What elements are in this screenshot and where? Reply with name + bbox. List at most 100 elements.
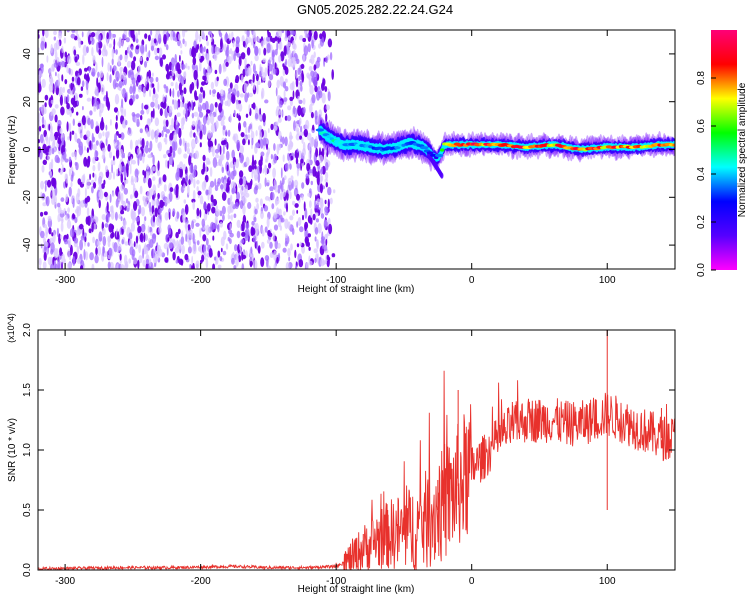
noise-speckle — [201, 218, 206, 228]
noise-speckle — [255, 130, 258, 137]
noise-speckle — [148, 50, 151, 58]
noise-speckle — [167, 160, 170, 169]
noise-speckle — [195, 222, 200, 227]
noise-speckle — [329, 197, 333, 205]
noise-speckle — [207, 193, 210, 201]
noise-speckle — [273, 143, 276, 151]
noise-speckle — [238, 178, 244, 186]
noise-speckle — [242, 40, 246, 48]
noise-speckle — [146, 191, 150, 201]
noise-speckle — [95, 247, 98, 256]
noise-speckle — [264, 196, 270, 201]
noise-speckle — [139, 137, 143, 148]
noise-speckle — [179, 54, 181, 62]
noise-speckle — [39, 134, 44, 144]
noise-speckle — [179, 161, 184, 170]
noise-speckle — [178, 33, 181, 41]
noise-speckle — [239, 200, 244, 210]
x-tick-label: -200 — [191, 275, 211, 286]
noise-speckle — [299, 35, 304, 41]
noise-speckle — [61, 137, 65, 146]
noise-speckle — [304, 132, 308, 138]
noise-speckle — [182, 163, 186, 171]
noise-speckle — [206, 65, 212, 76]
noise-speckle — [298, 99, 303, 104]
noise-speckle — [95, 121, 99, 127]
noise-speckle — [297, 217, 302, 226]
signal-peak — [419, 146, 429, 150]
noise-speckle — [212, 235, 215, 241]
noise-speckle — [235, 158, 240, 169]
noise-speckle — [292, 105, 296, 115]
noise-speckle — [44, 102, 47, 108]
noise-speckle — [254, 45, 259, 57]
noise-speckle — [236, 90, 240, 98]
noise-speckle — [138, 84, 143, 90]
noise-speckle — [275, 109, 278, 117]
noise-speckle — [233, 265, 237, 269]
noise-speckle — [185, 219, 189, 225]
noise-speckle — [325, 238, 328, 246]
noise-speckle — [173, 99, 177, 110]
noise-speckle — [301, 194, 304, 201]
noise-speckle — [94, 216, 99, 223]
noise-speckle — [77, 72, 80, 78]
noise-speckle — [315, 147, 319, 158]
noise-speckle — [52, 179, 56, 185]
noise-speckle — [230, 194, 233, 202]
noise-speckle — [308, 150, 311, 161]
noise-speckle — [156, 199, 159, 209]
noise-speckle — [284, 162, 289, 172]
noise-speckle — [191, 255, 194, 266]
noise-speckle — [196, 240, 200, 246]
noise-speckle — [80, 86, 84, 91]
noise-speckle — [315, 160, 320, 167]
noise-speckle — [75, 30, 78, 35]
noise-speckle — [277, 117, 282, 123]
noise-speckle — [140, 223, 146, 233]
noise-speckle — [118, 243, 122, 251]
noise-speckle — [315, 218, 319, 223]
noise-speckle — [193, 111, 199, 117]
noise-speckle — [268, 63, 273, 72]
noise-speckle — [301, 72, 305, 83]
noise-speckle — [90, 36, 93, 42]
noise-speckle — [103, 30, 106, 36]
noise-speckle — [187, 224, 191, 229]
noise-speckle — [51, 147, 55, 155]
signal-peak — [435, 153, 444, 158]
noise-speckle — [99, 102, 104, 114]
noise-speckle — [202, 234, 207, 242]
noise-speckle — [84, 197, 88, 204]
noise-speckle — [107, 213, 111, 218]
noise-speckle — [123, 187, 128, 195]
noise-speckle — [302, 214, 304, 221]
noise-speckle — [292, 40, 296, 50]
noise-speckle — [312, 124, 315, 131]
noise-speckle — [280, 167, 283, 179]
noise-speckle — [185, 173, 189, 183]
noise-speckle — [39, 63, 44, 68]
noise-speckle — [108, 151, 113, 159]
noise-speckle — [182, 212, 186, 223]
noise-speckle — [147, 34, 151, 42]
noise-speckle — [62, 86, 65, 94]
noise-speckle — [70, 181, 73, 188]
noise-speckle — [111, 48, 115, 60]
noise-speckle — [306, 72, 310, 79]
noise-speckle — [95, 62, 98, 73]
noise-speckle — [266, 239, 271, 244]
noise-speckle — [72, 198, 75, 208]
noise-speckle — [254, 159, 257, 166]
noise-speckle — [240, 132, 245, 138]
noise-speckle — [55, 39, 60, 51]
noise-speckle — [89, 252, 94, 261]
noise-speckle — [184, 30, 188, 33]
noise-speckle — [225, 61, 229, 67]
noise-speckle — [292, 56, 296, 68]
noise-speckle — [163, 120, 166, 128]
noise-speckle — [134, 190, 139, 199]
noise-speckle — [115, 70, 120, 82]
noise-speckle — [215, 153, 220, 159]
noise-speckle — [48, 227, 52, 235]
